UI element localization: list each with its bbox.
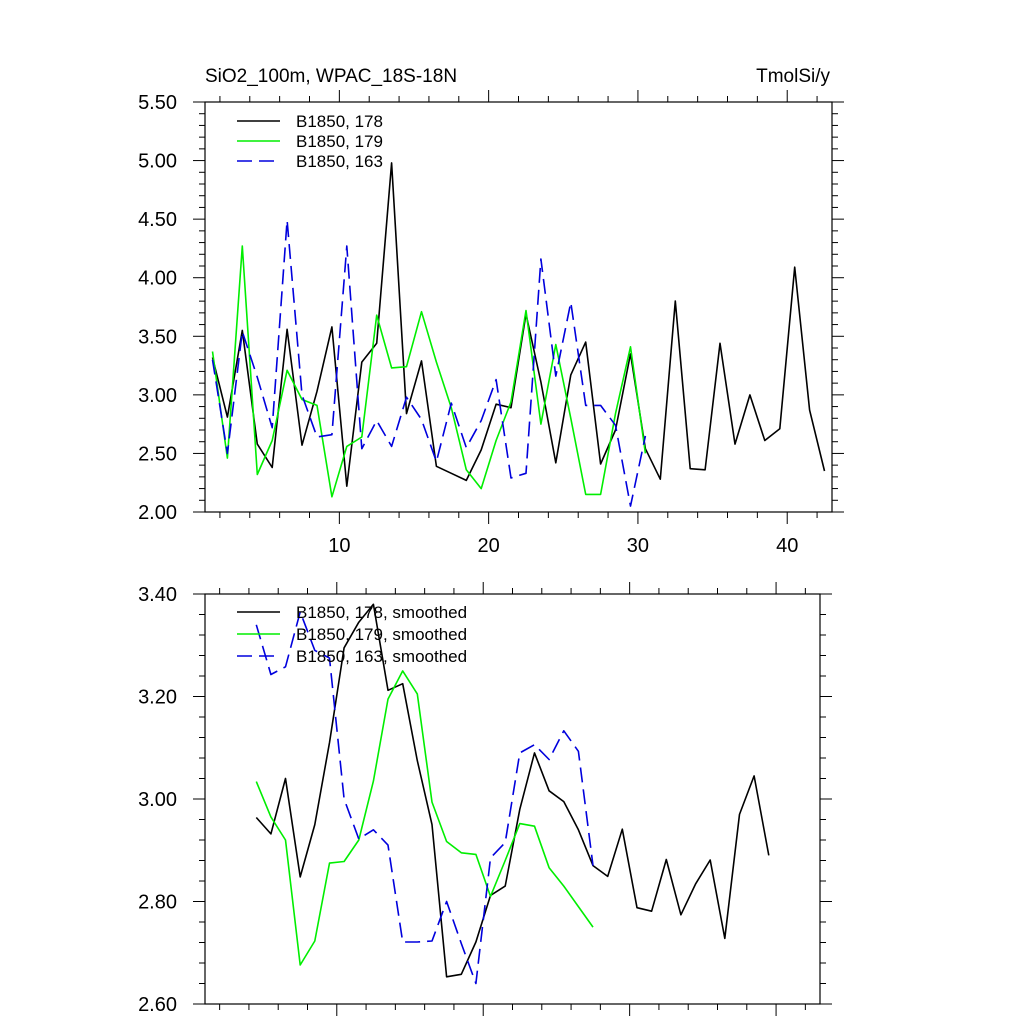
x-tick-label: 30	[627, 535, 649, 557]
series-line-2	[211, 219, 647, 507]
chart-title-right: TmolSi/y	[756, 66, 830, 87]
y-tick-label: 2.00	[138, 502, 177, 524]
y-tick-label: 2.60	[138, 994, 177, 1016]
top-panel: SiO2_100m, WPAC_18S-18N TmolSi/y 10 20 30 4…	[138, 66, 844, 557]
y-tick-label: 3.40	[138, 584, 177, 606]
y-tick-label: 3.00	[138, 385, 177, 407]
y-tick-label: 4.50	[138, 209, 177, 231]
legend-label-0: B1850, 178, smoothed	[296, 603, 467, 622]
y-tick-label: 2.50	[138, 443, 177, 465]
chart-title-left: SiO2_100m, WPAC_18S-18N	[205, 66, 457, 87]
series-line-1	[211, 245, 647, 498]
y-tick-label: 3.20	[138, 687, 177, 709]
y-tick-label: 3.50	[138, 326, 177, 348]
bottom-panel: 2.60 2.80 3.00 3.20 3.40 B1850, 178, smoothed…	[138, 582, 832, 1016]
y-tick-label: 5.00	[138, 151, 177, 173]
y-tick-label: 5.50	[138, 92, 177, 114]
series-line-1	[255, 670, 594, 966]
x-tick-label: 40	[776, 535, 798, 557]
series-line-0	[211, 162, 826, 488]
series-line-0	[255, 603, 770, 978]
legend-label-0: B1850, 178	[296, 112, 383, 131]
legend-label-2: B1850, 163	[296, 152, 383, 171]
legend-label-1: B1850, 179, smoothed	[296, 625, 467, 644]
y-tick-label: 2.80	[138, 892, 177, 914]
y-tick-label: 4.00	[138, 268, 177, 290]
series-line-2	[255, 611, 594, 985]
x-tick-label: 20	[478, 535, 500, 557]
legend-label-1: B1850, 179	[296, 132, 383, 151]
legend-label-2: B1850, 163, smoothed	[296, 647, 467, 666]
y-tick-label: 3.00	[138, 789, 177, 811]
x-tick-label: 10	[328, 535, 350, 557]
